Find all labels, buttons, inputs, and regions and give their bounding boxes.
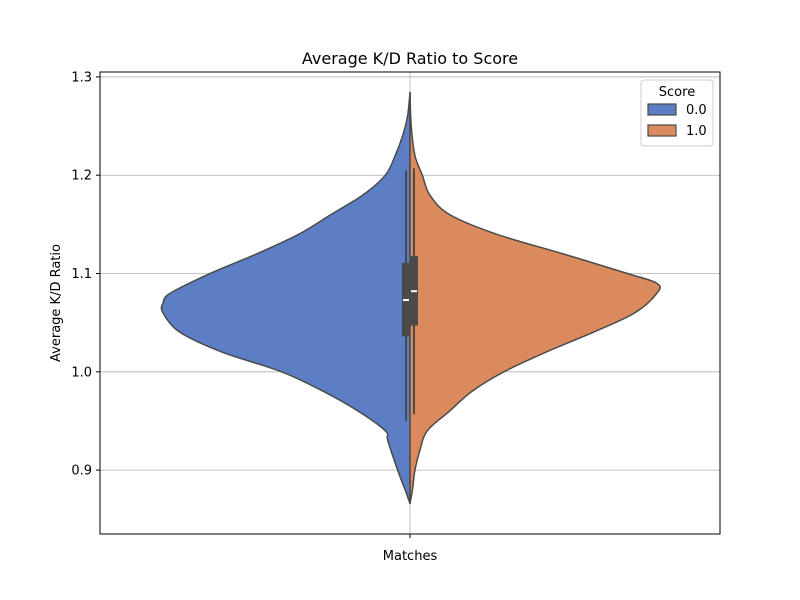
y-axis: 0.9 1.0 1.1 1.2 1.3	[71, 70, 100, 479]
x-tick-label: Matches	[383, 549, 438, 564]
box-plots	[402, 168, 418, 421]
legend-label: 0.0	[686, 103, 707, 118]
legend-label: 1.0	[686, 124, 707, 139]
y-tick-label: 1.0	[71, 365, 92, 380]
legend-title: Score	[659, 85, 695, 100]
y-tick-label: 1.3	[71, 70, 92, 85]
legend-swatch	[647, 103, 677, 116]
legend: Score 0.0 1.0	[640, 79, 714, 147]
y-tick-label: 1.2	[71, 169, 92, 184]
violin-half-right	[409, 91, 661, 505]
y-axis-label: Average K/D Ratio	[49, 244, 64, 362]
x-axis: Matches	[383, 534, 438, 564]
legend-swatch	[647, 124, 677, 137]
chart-title: Average K/D Ratio to Score	[302, 49, 518, 68]
violin-bodies	[160, 91, 661, 505]
y-tick-label: 1.1	[71, 267, 92, 282]
y-tick-label: 0.9	[71, 464, 92, 479]
violin-half-left	[160, 91, 411, 505]
